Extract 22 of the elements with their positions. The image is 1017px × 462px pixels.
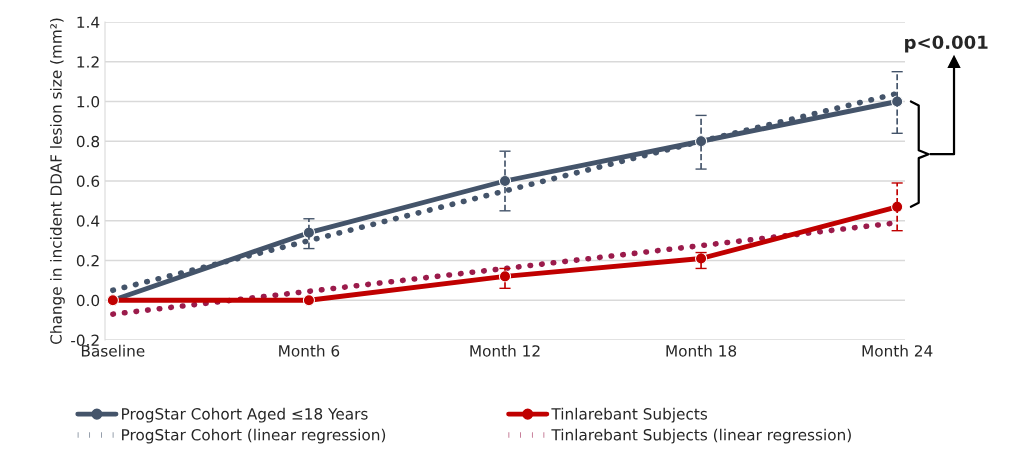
x-tick-label: Month 12 bbox=[470, 344, 540, 357]
legend-label: ProgStar Cohort Aged ≤18 Years bbox=[122, 407, 368, 423]
y-tick-label: 0.0 bbox=[76, 294, 100, 307]
y-tick-label: 1.0 bbox=[77, 95, 100, 108]
y-tick-label: 0.8 bbox=[76, 135, 100, 148]
y-tick-label: 0.6 bbox=[76, 175, 100, 188]
legend-label: Tinlarebant Subjects (linear regression) bbox=[551, 428, 851, 444]
x-tick-label: Month 18 bbox=[666, 344, 737, 357]
y-tick-label: 0.4 bbox=[76, 215, 100, 227]
y-tick-label: -0.2 bbox=[71, 334, 99, 347]
point bbox=[302, 294, 315, 307]
y-axis-title: Change in incident DDAF lesion size (mm²) bbox=[49, 18, 65, 344]
legend-label: Tinlarebant Subjects bbox=[551, 407, 708, 423]
y-tick-label: 1.4 bbox=[77, 16, 100, 28]
x-tick-label: Baseline bbox=[81, 344, 145, 357]
y-tick-label: 1.2 bbox=[77, 56, 99, 68]
point bbox=[498, 174, 512, 188]
x-tick-label: Month 6 bbox=[279, 344, 340, 357]
x-tick-label: Month 24 bbox=[862, 344, 933, 357]
text: p<0.001 bbox=[905, 35, 988, 53]
legend-label: ProgStar Cohort (linear regression) bbox=[122, 428, 386, 444]
y-tick-label: 0.2 bbox=[76, 254, 99, 267]
